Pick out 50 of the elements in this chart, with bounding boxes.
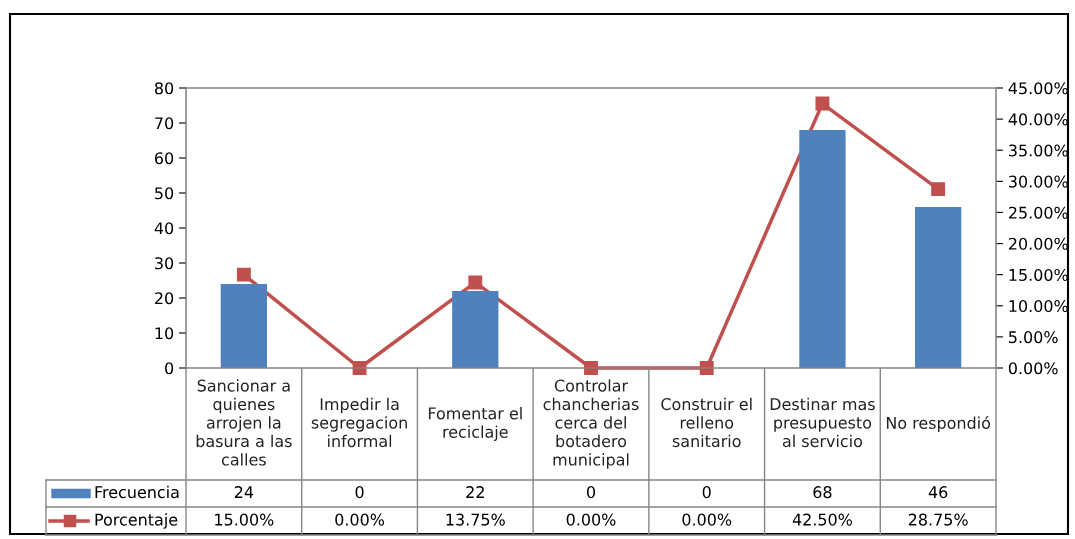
y-tick-label: 0 bbox=[165, 362, 174, 375]
y2-tick-label: 35.00% bbox=[1009, 144, 1068, 157]
bar bbox=[915, 207, 962, 368]
bar bbox=[220, 284, 267, 368]
data-label: 46 bbox=[928, 486, 948, 499]
y2-tick-label: 30.00% bbox=[1009, 175, 1068, 188]
data-label: 0 bbox=[355, 486, 364, 499]
data-label: 13.75% bbox=[446, 513, 505, 526]
y-tick-label: 60 bbox=[154, 152, 174, 165]
y-tick-label: 40 bbox=[154, 222, 174, 235]
y-tick-label: 50 bbox=[155, 187, 174, 200]
data-label: 0 bbox=[586, 486, 596, 499]
y2-tick-label: 40.00% bbox=[1008, 113, 1068, 126]
data-label: 0 bbox=[702, 486, 711, 499]
legend-label: Frecuencia bbox=[95, 485, 179, 499]
point bbox=[468, 275, 483, 290]
data-label: 15.00% bbox=[215, 513, 274, 526]
y-tick-label: 70 bbox=[155, 117, 174, 130]
bar bbox=[799, 130, 846, 368]
data-label: 22 bbox=[466, 486, 484, 498]
y2-tick-label: 20.00% bbox=[1008, 237, 1068, 250]
x-tick-label: Impedir la segregacion informal bbox=[311, 397, 407, 448]
data-label: 42.50% bbox=[792, 513, 852, 526]
data-label: 24 bbox=[234, 486, 254, 498]
x-tick-label: Controlar chancherias cerca del botadero municipal bbox=[543, 379, 639, 469]
x-tick-label: Sancionar a quienes arrojen la basura a las calles bbox=[196, 379, 292, 466]
x-tick-label: Destinar mas presupuesto al servicio bbox=[770, 397, 875, 448]
y-tick-label: 30 bbox=[155, 257, 174, 270]
y2-tick-label: 0.00% bbox=[1008, 362, 1058, 375]
y2-tick-label: 5.00% bbox=[1009, 331, 1058, 344]
data-label: 0.00% bbox=[566, 513, 616, 526]
bar bbox=[452, 291, 499, 368]
y-tick-label: 20 bbox=[155, 292, 174, 305]
legend-label: Porcentaje bbox=[95, 513, 178, 529]
y2-tick-label: 25.00% bbox=[1008, 206, 1068, 219]
data-label: 0.00% bbox=[682, 513, 732, 526]
x-tick-label: Construir el relleno sanitario bbox=[661, 397, 752, 448]
y2-tick-label: 10.00% bbox=[1009, 299, 1068, 313]
data-label: 0.00% bbox=[335, 513, 385, 526]
y2-tick-label: 15.00% bbox=[1009, 268, 1068, 281]
point bbox=[931, 182, 946, 197]
data-label: 28.75% bbox=[908, 513, 968, 526]
x-tick-label: No respondió bbox=[886, 415, 991, 433]
y2-tick-label: 45.00% bbox=[1008, 82, 1068, 95]
x-tick-label: Fomentar el reciclaje bbox=[428, 407, 522, 441]
y-tick-label: 80 bbox=[154, 82, 174, 95]
data-label: 68 bbox=[813, 486, 832, 499]
point bbox=[236, 267, 251, 282]
y-tick-label: 10 bbox=[155, 327, 174, 340]
point bbox=[815, 96, 830, 111]
